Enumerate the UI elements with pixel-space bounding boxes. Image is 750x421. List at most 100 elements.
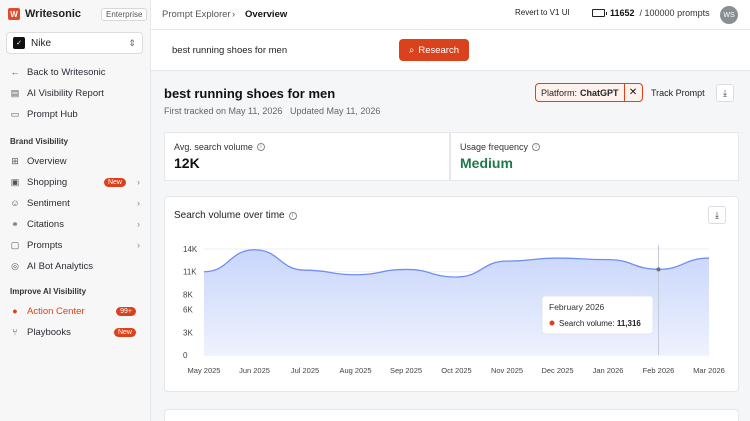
chevron-right-icon: › — [137, 240, 140, 250]
usage-frequency-card: Usage frequency i Medium — [450, 132, 739, 181]
metric-value: Medium — [460, 155, 513, 171]
top-bar: Prompt Explorer › Overview Revert to V1 … — [151, 0, 750, 30]
info-icon[interactable]: i — [288, 211, 297, 220]
brand-name: Writesonic — [25, 8, 82, 20]
globe-icon: ◎ — [11, 260, 19, 271]
hover-point — [656, 267, 661, 272]
prompt-title: best running shoes for men — [164, 86, 336, 101]
grid-icon: ⊞ — [11, 155, 19, 166]
first-tracked: First tracked on May 11, 2026 — [164, 106, 283, 116]
chevron-right-icon: › — [137, 177, 140, 187]
tooltip-category: February 2026 — [549, 302, 605, 312]
research-button[interactable]: ⌕ Research — [399, 39, 469, 61]
sidebar-item-playbooks[interactable]: ⑂ Playbooks New — [10, 324, 140, 340]
x-tick-label: Feb 2026 — [643, 366, 675, 375]
smile-icon: ☺ — [10, 198, 20, 208]
y-tick-label: 8K — [183, 290, 193, 299]
section-brand-visibility: Brand Visibility — [10, 137, 69, 146]
chat-icon: ▢ — [10, 239, 20, 250]
x-tick-label: Jun 2025 — [239, 366, 270, 375]
sidebar-item-label: Prompts — [27, 239, 63, 251]
main-content: best running shoes for men First tracked… — [151, 71, 750, 421]
new-badge: New — [113, 327, 136, 337]
revert-v1-button[interactable]: Revert to V1 UI — [515, 8, 570, 17]
sidebar-item-label: Action Center — [27, 305, 85, 317]
x-tick-label: Nov 2025 — [491, 366, 523, 375]
prompt-usage: 11652 / 100000 prompts — [592, 8, 710, 18]
sidebar-item-ai-visibility-report[interactable]: ▤ AI Visibility Report — [10, 85, 140, 101]
sidebar-item-label: Overview — [27, 155, 67, 167]
workspace-selector[interactable]: ✓ Nike ⇕ — [6, 32, 143, 54]
sidebar-item-label: AI Visibility Report — [27, 87, 104, 99]
download-icon[interactable]: ⤓ — [708, 206, 726, 224]
sidebar-item-ai-bot-analytics[interactable]: ◎ AI Bot Analytics — [10, 258, 140, 274]
info-icon[interactable]: i — [532, 143, 541, 151]
metric-label: Avg. search volume — [174, 142, 253, 152]
sidebar-item-label: Prompt Hub — [27, 108, 78, 120]
sidebar-item-overview[interactable]: ⊞ Overview — [10, 153, 140, 169]
sidebar-item-action-center[interactable]: ● Action Center 99+ — [10, 303, 140, 319]
chevron-right-icon: › — [137, 198, 140, 208]
breadcrumb-overview: Overview — [245, 9, 288, 20]
info-icon[interactable]: i — [256, 143, 265, 151]
y-tick-label: 11K — [183, 268, 197, 277]
search-icon: ⌕ — [409, 44, 415, 56]
prompts-total: / 100000 prompts — [639, 8, 710, 18]
sidebar-item-label: Playbooks — [27, 326, 71, 338]
search-volume-chart[interactable]: 0 3K 6K 8K 11K 14K May 2025 Jun 2025 Jul 2025 Aug… — [165, 197, 740, 393]
nike-logo-icon: ✓ — [13, 37, 25, 49]
sidebar-item-sentiment[interactable]: ☺ Sentiment › — [10, 195, 140, 211]
sidebar-item-label: Sentiment — [27, 197, 70, 209]
sidebar-item-citations[interactable]: ⚭ Citations › — [10, 216, 140, 232]
breadcrumb-separator-icon: › — [232, 9, 236, 20]
chevron-right-icon: › — [137, 219, 140, 229]
flow-icon: ⑂ — [12, 327, 18, 337]
sidebar-item-label: Shopping — [27, 176, 68, 188]
brand[interactable]: W Writesonic — [8, 8, 81, 20]
platform-value: ChatGPT — [580, 87, 619, 98]
document-icon: ▭ — [10, 108, 20, 119]
section-improve-ai-visibility: Improve AI Visibility — [10, 287, 87, 296]
series-line — [203, 249, 710, 278]
plan-badge: Enterprise — [101, 8, 148, 21]
count-badge: 99+ — [116, 306, 136, 316]
tooltip-box — [541, 295, 654, 335]
sidebar-item-prompt-hub[interactable]: ▭ Prompt Hub — [10, 106, 140, 122]
x-tick-label: Oct 2025 — [441, 366, 471, 375]
breadcrumb-prompt-explorer[interactable]: Prompt Explorer — [162, 9, 231, 20]
tooltip-value: 11,316 — [617, 319, 642, 328]
y-tick-label: 6K — [183, 306, 193, 315]
sidebar-item-shopping[interactable]: ▣ Shopping New › — [10, 174, 140, 190]
battery-icon — [592, 9, 607, 17]
link-icon: ⚭ — [11, 218, 19, 229]
tooltip-label: Search volume: 11,316 — [559, 319, 641, 328]
next-section-card — [164, 409, 739, 421]
platform-filter-chip[interactable]: Platform: ChatGPT ✕ — [535, 83, 643, 102]
y-tick-label: 0 — [183, 351, 188, 360]
x-tick-label: May 2025 — [188, 366, 221, 375]
metric-label: Usage frequency — [460, 142, 529, 152]
sidebar-item-prompts[interactable]: ▢ Prompts › — [10, 237, 140, 253]
tooltip-dot-icon — [549, 320, 555, 326]
y-tick-label: 3K — [183, 328, 193, 337]
close-icon[interactable]: ✕ — [623, 84, 642, 101]
updated-date: Updated May 11, 2026 — [290, 106, 381, 116]
x-tick-label: Jan 2026 — [593, 366, 624, 375]
back-to-writesonic-link[interactable]: ← Back to Writesonic — [10, 64, 140, 80]
sidebar: W Writesonic Enterprise ✓ Nike ⇕ ← Back … — [0, 0, 151, 421]
search-volume-chart-card: Search volume over time i ⤓ 0 3K 6K 8K 11K 14… — [164, 196, 739, 392]
track-prompt-button[interactable]: Track Prompt — [651, 88, 705, 98]
avatar[interactable]: WS — [720, 6, 738, 24]
sidebar-item-label: Citations — [27, 218, 64, 230]
metric-value: 12K — [174, 155, 200, 171]
workspace-name: Nike — [31, 37, 52, 49]
download-icon[interactable]: ⤓ — [716, 84, 734, 102]
platform-label: Platform: — [541, 87, 578, 98]
x-tick-label: Aug 2025 — [339, 366, 371, 375]
prompts-used: 11652 — [610, 8, 635, 18]
prompt-search-input[interactable] — [163, 39, 394, 61]
writesonic-logo-icon: W — [8, 8, 20, 20]
avg-search-volume-card: Avg. search volume i 12K — [164, 132, 450, 181]
x-tick-label: Dec 2025 — [541, 366, 573, 375]
research-label: Research — [418, 44, 459, 56]
